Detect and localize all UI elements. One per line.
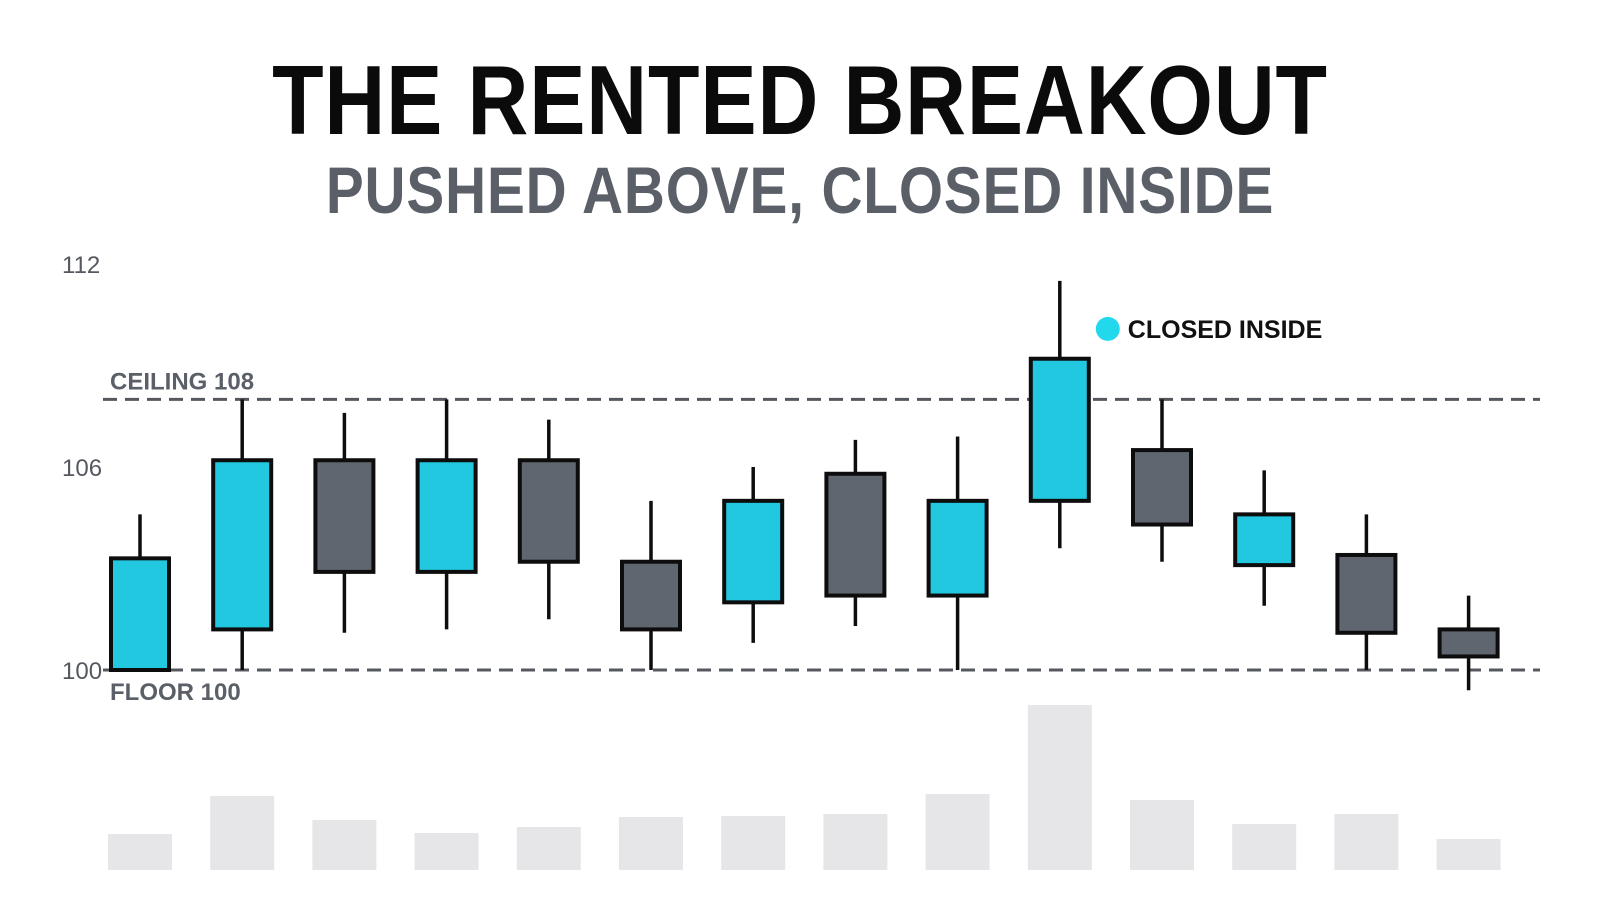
candle [926,436,989,670]
candle [1028,280,1091,549]
y-tick-label: 112 [62,252,100,279]
candles [109,280,1500,691]
candle-body [415,458,478,574]
axis-labels: CEILING 108 FLOOR 100 100 106 112 [62,252,254,706]
floor-label: FLOOR 100 [110,679,241,706]
candle-body [722,498,785,605]
candle-body [211,458,274,632]
volume-bar [1130,800,1194,870]
candle-body [824,471,887,598]
candle [1437,595,1500,691]
annotation: CLOSED INSIDE [1095,316,1322,344]
volume-bar [823,814,888,870]
annotation-label: CLOSED INSIDE [1128,316,1322,344]
y-tick-label: 106 [62,455,102,482]
candle-body [1131,448,1193,527]
candle [415,399,478,630]
candle-body [620,559,682,632]
volume-bar [1027,705,1092,870]
candle [1335,514,1398,670]
candle [313,412,376,633]
volume-bars [108,705,1501,870]
y-tick-label: 100 [62,658,102,685]
volume-bar [619,817,683,870]
volume-bar [516,827,581,870]
level-lines [103,397,1540,672]
candle [211,399,274,670]
candle-body [1437,627,1500,659]
volume-bar [210,796,275,870]
volume-bar [1232,824,1297,870]
volume-bar [1436,839,1501,870]
candle [620,500,682,670]
annotation-dot [1095,316,1120,341]
candle [824,439,887,627]
chart-title: THE RENTED BREAKOUT [272,45,1328,155]
candle [722,467,785,643]
volume-bar [1334,814,1399,870]
candle-body [1335,552,1398,635]
volume-bar [721,816,786,870]
candle-body [1028,356,1091,503]
candle-body [1233,512,1296,568]
volume-bar [312,820,377,870]
candle [1233,470,1296,606]
volume-bar [108,834,172,870]
candle-body [517,458,580,564]
candle [517,419,580,620]
candle-body [926,498,989,598]
candle-body [313,458,376,574]
candle-body [109,556,171,672]
candle [109,514,171,672]
chart-subtitle: PUSHED ABOVE, CLOSED INSIDE [325,153,1275,227]
candle [1131,399,1193,562]
volume-bar [925,794,990,870]
ceiling-label: CEILING 108 [110,368,254,395]
volume-bar [414,833,479,870]
